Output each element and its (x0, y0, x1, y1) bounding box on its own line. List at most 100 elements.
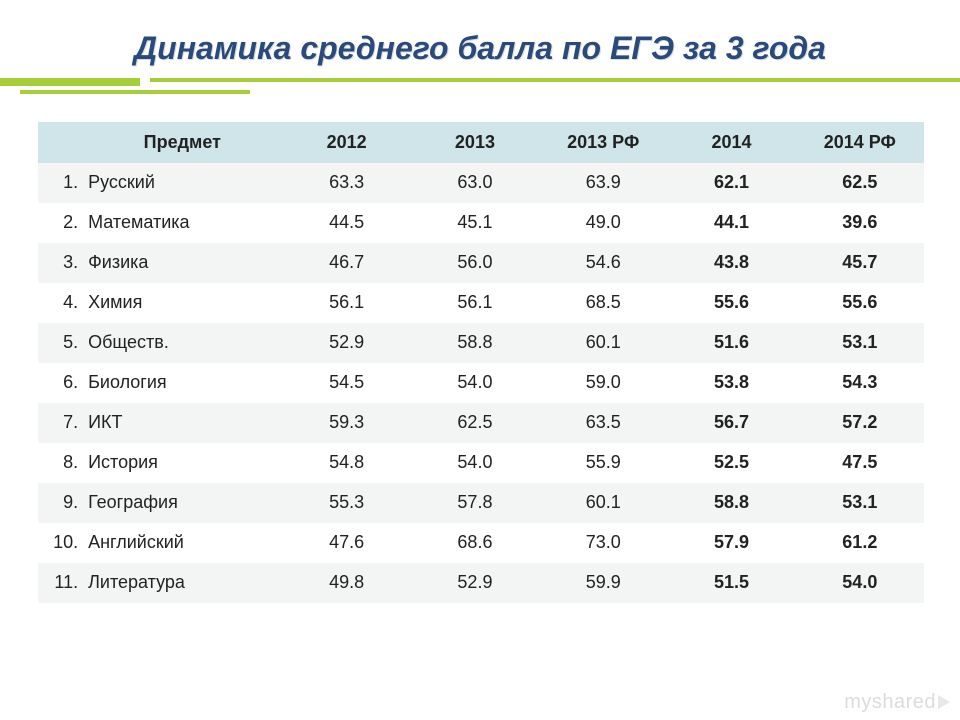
table-row: 8.История54.854.055.952.547.5 (38, 443, 924, 483)
cell-2014: 43.8 (667, 243, 795, 283)
cell-2014: 58.8 (667, 483, 795, 523)
row-number: 2. (38, 203, 82, 243)
cell-2013rf: 63.9 (539, 163, 667, 203)
row-number: 1. (38, 163, 82, 203)
cell-2014rf: 39.6 (796, 203, 924, 243)
col-header-2012: 2012 (283, 122, 411, 163)
row-number: 4. (38, 283, 82, 323)
cell-2012: 54.5 (283, 363, 411, 403)
col-header-subject: Предмет (82, 122, 282, 163)
subject-cell: Химия (82, 283, 282, 323)
subject-cell: ИКТ (82, 403, 282, 443)
col-header-blank (38, 122, 82, 163)
cell-2014rf: 53.1 (796, 483, 924, 523)
cell-2013rf: 60.1 (539, 483, 667, 523)
table-row: 11.Литература49.852.959.951.554.0 (38, 563, 924, 603)
table-row: 5.Обществ.52.958.860.151.653.1 (38, 323, 924, 363)
cell-2013rf: 68.5 (539, 283, 667, 323)
watermark: myshared (844, 691, 950, 714)
cell-2013rf: 60.1 (539, 323, 667, 363)
cell-2012: 47.6 (283, 523, 411, 563)
table-row: 6.Биология54.554.059.053.854.3 (38, 363, 924, 403)
table: Предмет 2012 2013 2013 РФ 2014 2014 РФ 1… (38, 122, 924, 603)
cell-2014: 56.7 (667, 403, 795, 443)
cell-2014rf: 62.5 (796, 163, 924, 203)
table-row: 4.Химия56.156.168.555.655.6 (38, 283, 924, 323)
accent-segment (150, 78, 960, 82)
cell-2014: 51.6 (667, 323, 795, 363)
table-row: 3.Физика46.756.054.643.845.7 (38, 243, 924, 283)
table-row: 2.Математика44.545.149.044.139.6 (38, 203, 924, 243)
cell-2012: 46.7 (283, 243, 411, 283)
cell-2013: 63.0 (411, 163, 539, 203)
cell-2014rf: 61.2 (796, 523, 924, 563)
cell-2014: 52.5 (667, 443, 795, 483)
cell-2013rf: 73.0 (539, 523, 667, 563)
cell-2012: 49.8 (283, 563, 411, 603)
table-header-row: Предмет 2012 2013 2013 РФ 2014 2014 РФ (38, 122, 924, 163)
cell-2012: 63.3 (283, 163, 411, 203)
cell-2013rf: 49.0 (539, 203, 667, 243)
subject-cell: История (82, 443, 282, 483)
table-body: 1.Русский63.363.063.962.162.52.Математик… (38, 163, 924, 603)
table-row: 7.ИКТ59.362.563.556.757.2 (38, 403, 924, 443)
cell-2012: 52.9 (283, 323, 411, 363)
cell-2014: 51.5 (667, 563, 795, 603)
cell-2014rf: 54.0 (796, 563, 924, 603)
table-row: 1.Русский63.363.063.962.162.5 (38, 163, 924, 203)
accent-segment (20, 90, 250, 94)
row-number: 10. (38, 523, 82, 563)
cell-2014: 55.6 (667, 283, 795, 323)
row-number: 6. (38, 363, 82, 403)
cell-2014rf: 45.7 (796, 243, 924, 283)
cell-2012: 59.3 (283, 403, 411, 443)
cell-2013rf: 55.9 (539, 443, 667, 483)
cell-2013: 54.0 (411, 363, 539, 403)
table-row: 9.География55.357.860.158.853.1 (38, 483, 924, 523)
subject-cell: Физика (82, 243, 282, 283)
cell-2013: 52.9 (411, 563, 539, 603)
cell-2014: 53.8 (667, 363, 795, 403)
scores-table: Предмет 2012 2013 2013 РФ 2014 2014 РФ 1… (38, 122, 924, 603)
subject-cell: Литература (82, 563, 282, 603)
cell-2014rf: 53.1 (796, 323, 924, 363)
cell-2013rf: 59.9 (539, 563, 667, 603)
cell-2013: 54.0 (411, 443, 539, 483)
play-icon (938, 695, 950, 709)
subject-cell: Русский (82, 163, 282, 203)
cell-2013rf: 54.6 (539, 243, 667, 283)
cell-2012: 54.8 (283, 443, 411, 483)
cell-2014: 62.1 (667, 163, 795, 203)
subject-cell: Биология (82, 363, 282, 403)
cell-2013: 56.1 (411, 283, 539, 323)
accent-bar (0, 78, 960, 100)
row-number: 11. (38, 563, 82, 603)
row-number: 9. (38, 483, 82, 523)
row-number: 8. (38, 443, 82, 483)
cell-2014rf: 55.6 (796, 283, 924, 323)
col-header-2014: 2014 (667, 122, 795, 163)
col-header-2013rf: 2013 РФ (539, 122, 667, 163)
cell-2012: 56.1 (283, 283, 411, 323)
row-number: 3. (38, 243, 82, 283)
watermark-text: myshared (844, 691, 936, 713)
cell-2013: 58.8 (411, 323, 539, 363)
page-title: Динамика среднего балла по ЕГЭ за 3 года (0, 30, 960, 67)
cell-2014: 57.9 (667, 523, 795, 563)
cell-2014rf: 57.2 (796, 403, 924, 443)
accent-segment (0, 78, 140, 86)
col-header-2013: 2013 (411, 122, 539, 163)
col-header-2014rf: 2014 РФ (796, 122, 924, 163)
cell-2013rf: 59.0 (539, 363, 667, 403)
cell-2012: 55.3 (283, 483, 411, 523)
cell-2014rf: 54.3 (796, 363, 924, 403)
cell-2013rf: 63.5 (539, 403, 667, 443)
table-head: Предмет 2012 2013 2013 РФ 2014 2014 РФ (38, 122, 924, 163)
table-row: 10.Английский47.668.673.057.961.2 (38, 523, 924, 563)
row-number: 5. (38, 323, 82, 363)
cell-2013: 57.8 (411, 483, 539, 523)
cell-2014rf: 47.5 (796, 443, 924, 483)
cell-2012: 44.5 (283, 203, 411, 243)
subject-cell: География (82, 483, 282, 523)
cell-2013: 62.5 (411, 403, 539, 443)
